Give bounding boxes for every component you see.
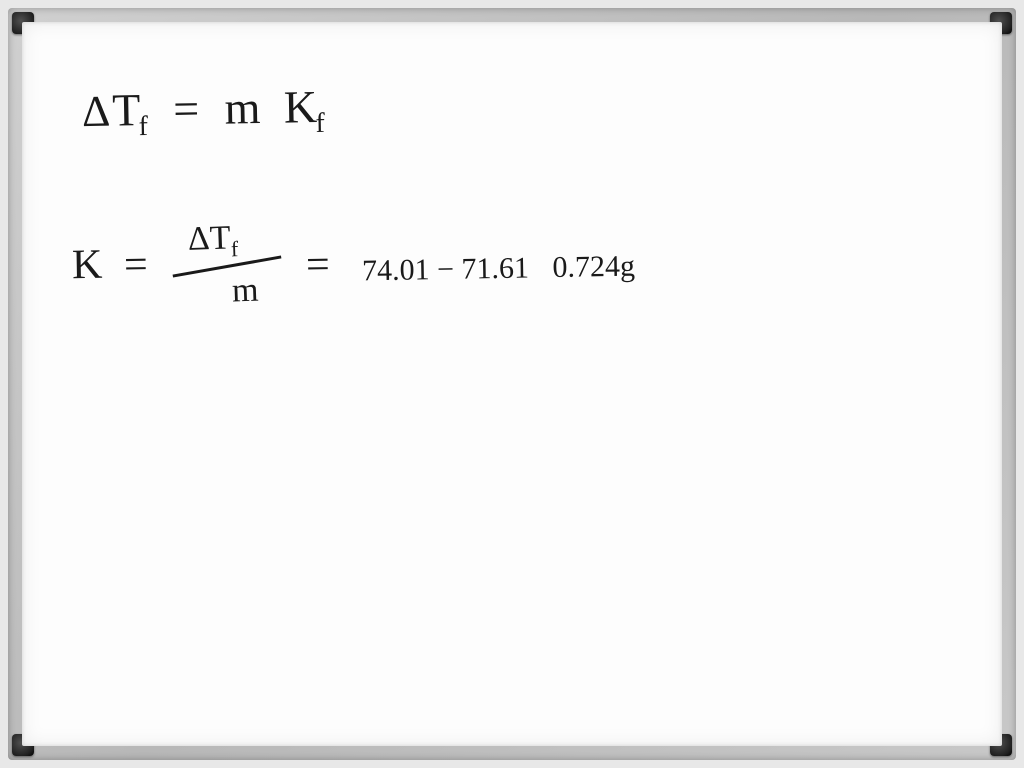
equation-delta-tf: ΔTf = m Kf bbox=[81, 80, 327, 144]
eq1-equals: = bbox=[173, 83, 202, 134]
eq2-equals2: = bbox=[306, 241, 331, 289]
frac1-T: T bbox=[209, 219, 231, 257]
frac2-den-unit: g bbox=[619, 250, 635, 283]
frac2-denominator: 0.724g bbox=[544, 245, 643, 284]
frac2-den-val: 0.724 bbox=[552, 250, 620, 284]
whiteboard-surface: ΔTf = m Kf K = ΔTf m = 74.01 − 71 bbox=[22, 22, 1002, 746]
eq1-sub-f2: f bbox=[315, 108, 327, 139]
whiteboard-frame: ΔTf = m Kf K = ΔTf m = 74.01 − 71 bbox=[8, 8, 1016, 760]
eq2-equals1: = bbox=[124, 241, 149, 289]
frac2-num-b: 71.61 bbox=[461, 251, 529, 285]
eq1-sub-f1: f bbox=[138, 111, 150, 142]
fraction-numeric: 74.01 − 71.61 0.724g bbox=[353, 238, 643, 291]
eq2-K: K bbox=[72, 241, 103, 290]
frac2-num-a: 74.01 bbox=[362, 253, 430, 287]
frac1-delta: Δ bbox=[187, 220, 210, 258]
fraction-dtf-over-m: ΔTf m bbox=[172, 222, 282, 308]
frac1-denominator: m bbox=[223, 269, 267, 308]
frac1-sub-f: f bbox=[230, 236, 238, 261]
frac2-minus: − bbox=[437, 253, 454, 286]
frac2-numerator: 74.01 − 71.61 bbox=[354, 251, 545, 289]
eq1-K: K bbox=[283, 81, 319, 133]
frac1-numerator: ΔTf bbox=[179, 221, 246, 264]
eq1-delta: Δ bbox=[82, 87, 113, 137]
equation-k-fraction: K = ΔTf m = 74.01 − 71.61 0.724g bbox=[72, 222, 657, 308]
eq1-m: m bbox=[224, 82, 263, 134]
